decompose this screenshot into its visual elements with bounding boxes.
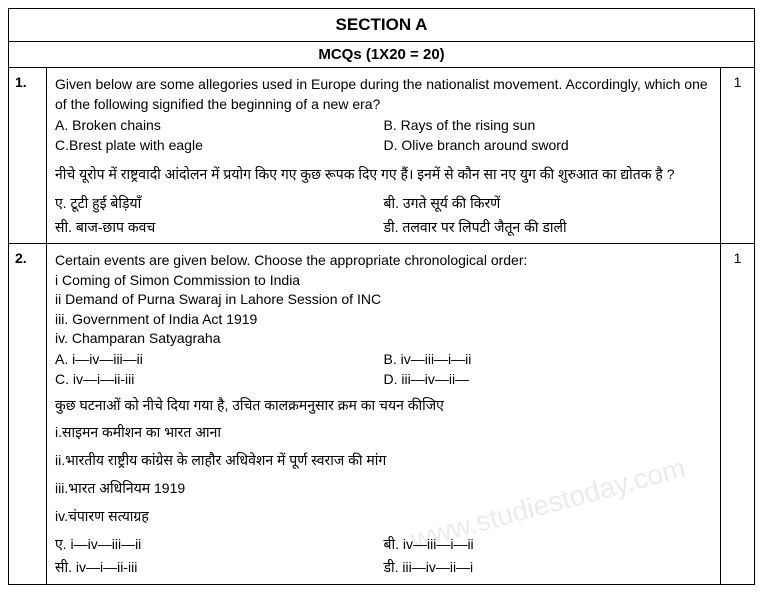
question-stem-en: Certain events are given below. Choose t… [55, 250, 712, 270]
question-number: 2. [9, 244, 47, 584]
question-stem-hi: कुछ घटनाओं को नीचे दिया गया है, उचित काल… [55, 394, 712, 418]
roman-item-iii-hi: iii.भारत अधिनियम 1919 [55, 477, 712, 501]
mcq-subtitle: MCQs (1X20 = 20) [9, 42, 754, 68]
question-content: Given below are some allegories used in … [47, 68, 720, 243]
option-c-hi: सी. iv—i—ii-iii [55, 556, 384, 580]
options-en: A. i—iv—iii—ii B. iv—iii—i—ii C. iv—i—ii… [55, 349, 712, 390]
options-hi-row2: सी. बाज-छाप कवच डी. तलवार पर लिपटी जैतून… [55, 216, 712, 240]
option-a-en: A. i—iv—iii—ii [55, 349, 384, 369]
option-b-hi: बी. उगते सूर्य की किरणें [384, 192, 713, 216]
options-hi-row1: ए. टूटी हुई बेड़ियाँ बी. उगते सूर्य की क… [55, 192, 712, 216]
question-content: Certain events are given below. Choose t… [47, 244, 720, 584]
question-marks: 1 [720, 68, 754, 243]
option-d-en: D. iii—iv—ii— [384, 369, 713, 389]
section-title: SECTION A [9, 9, 754, 42]
question-row: 1. Given below are some allegories used … [9, 68, 754, 244]
question-marks: 1 [720, 244, 754, 584]
page-frame: SECTION A MCQs (1X20 = 20) 1. Given belo… [8, 8, 755, 585]
option-b-hi: बी. iv—iii—i—ii [384, 533, 713, 557]
option-d-hi: डी. iii—iv—ii—i [384, 556, 713, 580]
question-row: 2. Certain events are given below. Choos… [9, 244, 754, 584]
question-stem-hi: नीचे यूरोप में राष्ट्रवादी आंदोलन में प्… [55, 161, 712, 188]
roman-item-i: i Coming of Simon Commission to India [55, 271, 712, 291]
roman-item-iii: iii. Government of India Act 1919 [55, 310, 712, 330]
option-a-en: A. Broken chains [55, 115, 384, 135]
roman-item-iv-hi: iv.चंपारण सत्याग्रह [55, 505, 712, 529]
option-c-en: C. iv—i—ii-iii [55, 369, 384, 389]
options-hi-row2: सी. iv—i—ii-iii डी. iii—iv—ii—i [55, 556, 712, 580]
option-b-en: B. Rays of the rising sun [384, 115, 713, 135]
options-hi-row1: ए. i—iv—iii—ii बी. iv—iii—i—ii [55, 533, 712, 557]
option-b-en: B. iv—iii—i—ii [384, 349, 713, 369]
option-d-hi: डी. तलवार पर लिपटी जैतून की डाली [384, 216, 713, 240]
option-a-hi: ए. i—iv—iii—ii [55, 533, 384, 557]
option-a-hi: ए. टूटी हुई बेड़ियाँ [55, 192, 384, 216]
question-stem-en: Given below are some allegories used in … [55, 74, 712, 115]
roman-item-ii: ii Demand of Purna Swaraj in Lahore Sess… [55, 290, 712, 310]
roman-item-iv: iv. Champaran Satyagraha [55, 329, 712, 349]
question-number: 1. [9, 68, 47, 243]
option-c-hi: सी. बाज-छाप कवच [55, 216, 384, 240]
roman-item-i-hi: i.साइमन कमीशन का भारत आना [55, 421, 712, 445]
option-d-en: D. Olive branch around sword [384, 135, 713, 155]
roman-item-ii-hi: ii.भारतीय राष्ट्रीय कांग्रेस के लाहौर अध… [55, 449, 712, 473]
options-en: A. Broken chains B. Rays of the rising s… [55, 115, 712, 156]
option-c-en: C.Brest plate with eagle [55, 135, 384, 155]
